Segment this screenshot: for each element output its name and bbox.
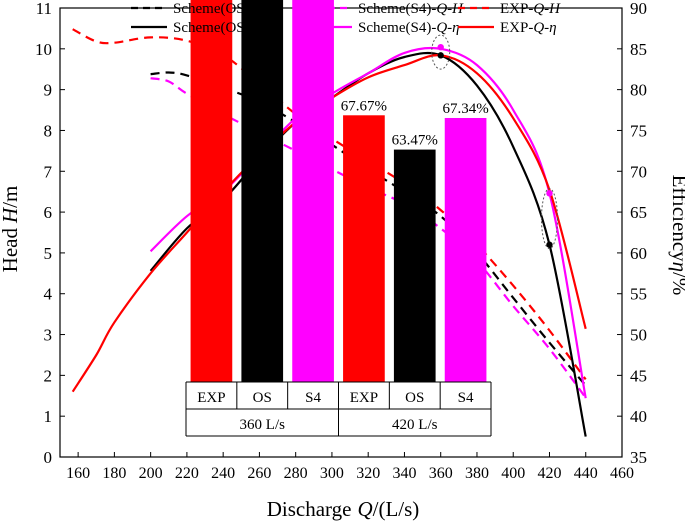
legend-label: EXP-Q-H (500, 1, 561, 17)
x-tick-label: 440 (574, 465, 598, 482)
y-left-tick-label: 9 (44, 81, 53, 100)
legend-label: Scheme(OS)-Q-H (173, 1, 282, 17)
y-left-tick-label: 8 (44, 121, 53, 140)
x-tick-label: 180 (102, 465, 126, 482)
x-tick-label: 380 (465, 465, 489, 482)
y-right-tick-label: 80 (630, 81, 647, 100)
highlight-ellipse-420 (540, 188, 558, 250)
x-tick-label: 200 (139, 465, 163, 482)
y-axis-left-title: HeadH/m (0, 186, 22, 273)
inset-bar (292, 0, 334, 382)
y-right-tick-label: 70 (630, 162, 647, 181)
legend-label: EXP-Q-η (500, 20, 557, 36)
y-right-tick-label: 55 (630, 285, 647, 304)
legend-label: Scheme(S4)-Q-η (358, 20, 460, 36)
inset-group-label: 360 L/s (240, 417, 286, 433)
x-tick-label: 260 (247, 465, 271, 482)
x-tick-label: 360 (429, 465, 453, 482)
x-tick-label: 460 (610, 465, 634, 482)
y-axis-left: 0 1 2 3 4 5 6 7 8 9 10 11 (35, 0, 65, 467)
x-tick-label: 320 (356, 465, 380, 482)
inset-category-label: OS (405, 390, 424, 406)
y-right-tick-label: 75 (630, 121, 647, 140)
x-axis: 160 180 200 220 240 260 280 300 320 340 360 380 400 4… (66, 452, 634, 482)
inset-category-label: OS (253, 390, 272, 406)
inset-bar (241, 0, 284, 382)
inset-bar (190, 0, 233, 382)
inset-category-label: S4 (458, 390, 474, 406)
y-right-tick-label: 60 (630, 244, 647, 263)
y-left-tick-label: 7 (44, 162, 53, 181)
y-left-tick-label: 2 (44, 366, 53, 385)
y-left-tick-label: 5 (44, 244, 53, 263)
y-left-tick-label: 4 (44, 285, 53, 304)
x-tick-label: 160 (66, 465, 90, 482)
y-left-tick-label: 6 (44, 203, 53, 222)
y-left-tick-label: 10 (35, 40, 52, 59)
x-tick-label: 240 (211, 465, 235, 482)
y-left-tick-label: 1 (44, 407, 53, 426)
legend-label: Scheme(S4)-Q-H (358, 1, 464, 17)
highlight-ellipse-360 (431, 34, 451, 70)
inset-bar-label: 67.34% (442, 101, 488, 117)
y-right-tick-label: 65 (630, 203, 647, 222)
inset-category-label: S4 (305, 390, 321, 406)
y-left-tick-label: 0 (44, 448, 53, 467)
inset-bar (444, 117, 487, 382)
y-right-tick-label: 40 (630, 407, 647, 426)
y-right-tick-label: 45 (630, 366, 647, 385)
highlight-point-3 (546, 190, 553, 197)
x-tick-label: 420 (537, 465, 561, 482)
y-right-tick-label: 90 (630, 0, 647, 18)
inset-bar-label: 67.67% (341, 98, 387, 114)
legend-label: Scheme(OS)-Q-η (173, 20, 278, 36)
y-right-tick-label: 50 (630, 326, 647, 345)
x-tick-label: 220 (175, 465, 199, 482)
y-left-tick-label: 11 (36, 0, 52, 18)
highlight-point-1 (437, 43, 444, 51)
legend: Scheme(OS)-Q-H Scheme(S4)-Q-H EXP-Q-H Schem… (131, 1, 561, 36)
y-left-tick-label: 3 (44, 326, 53, 345)
y-right-tick-label: 35 (630, 448, 647, 467)
inset-bar-label: 63.47% (392, 133, 438, 149)
highlight-point-0 (437, 52, 444, 59)
inset-category-label: EXP (197, 390, 225, 406)
inset-bar (393, 149, 436, 382)
inset-group-label: 420 L/s (392, 417, 438, 433)
y-axis-right: 35 40 45 50 55 60 65 70 75 80 85 90 (617, 0, 647, 467)
highlight-markers (431, 34, 558, 250)
inset-bar (343, 115, 385, 382)
highlight-point-2 (546, 241, 553, 248)
x-axis-title: Discharge Q/(L/s) (267, 497, 420, 521)
inset-category-label: EXP (350, 390, 378, 406)
x-tick-label: 280 (284, 465, 308, 482)
y-right-tick-label: 85 (630, 40, 647, 59)
x-tick-label: 340 (392, 465, 416, 482)
x-tick-label: 300 (320, 465, 344, 482)
x-tick-label: 400 (501, 465, 525, 482)
y-axis-right-title: Efficiencyη/% (668, 175, 685, 296)
